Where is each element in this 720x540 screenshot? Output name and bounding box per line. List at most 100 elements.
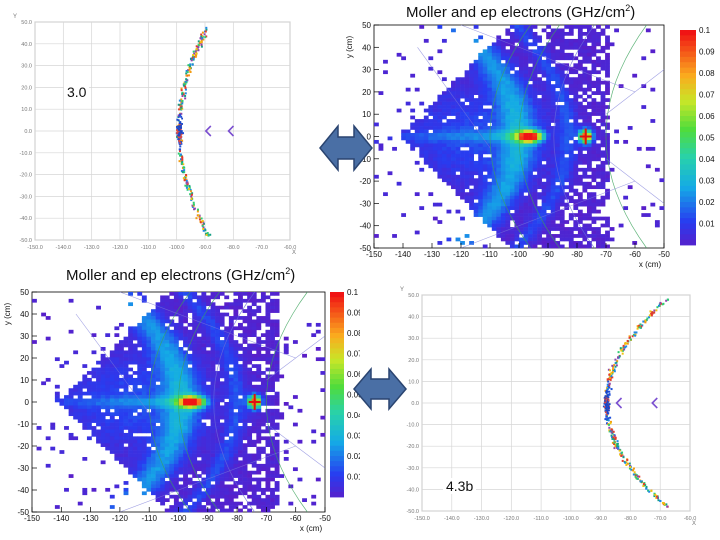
heatmap-cell <box>128 357 134 362</box>
heatmap-cell <box>496 213 502 217</box>
heatmap-cell <box>109 374 115 379</box>
heatmap-cell <box>118 426 124 430</box>
heatmap-cell <box>146 357 152 362</box>
heatmap-cell <box>128 446 134 451</box>
heatmap-cell <box>86 426 92 430</box>
y-tick-label: -50 <box>359 244 371 253</box>
heatmap-cell <box>100 388 106 392</box>
heatmap-cell <box>77 415 83 420</box>
scatter-point <box>653 309 656 312</box>
heatmap-cell <box>523 112 529 116</box>
heatmap-cell <box>242 487 248 492</box>
heatmap-cell <box>260 422 266 427</box>
heatmap-cell <box>201 402 207 406</box>
heatmap-cell <box>256 371 262 375</box>
heatmap-cell <box>260 340 266 344</box>
heatmap-cell <box>509 167 515 172</box>
heatmap-cell <box>205 474 211 478</box>
heatmap-cell <box>582 87 588 92</box>
heatmap-cell <box>478 202 484 207</box>
scatter-point <box>177 114 180 117</box>
heatmap-cell <box>242 326 248 331</box>
detector-spoke <box>75 313 150 414</box>
heatmap-cell <box>586 150 592 155</box>
heatmap-cell <box>155 491 161 496</box>
scatter-point <box>190 59 193 62</box>
heatmap-cell <box>605 220 610 224</box>
heatmap-cell <box>532 129 538 134</box>
heatmap-cell <box>532 164 538 169</box>
heatmap-cell <box>487 157 493 162</box>
x-tick-label: -70.0 <box>255 245 268 251</box>
scatter-point <box>180 127 183 129</box>
heatmap-cell <box>128 470 134 475</box>
heatmap-cell <box>251 326 257 331</box>
heatmap-cell <box>532 136 538 141</box>
heatmap-cell <box>564 56 570 61</box>
heatmap-cell <box>555 174 561 179</box>
heatmap-cell <box>432 153 438 158</box>
heatmap-cell <box>523 108 529 113</box>
scatter-point <box>181 155 184 158</box>
heatmap-cell <box>178 302 184 307</box>
heatmap-cell <box>469 153 474 158</box>
heatmap-cell <box>178 360 184 365</box>
heatmap-cell <box>423 157 429 162</box>
heatmap-cell <box>419 126 425 130</box>
heatmap-cell <box>645 164 651 169</box>
heatmap-cell <box>283 450 289 454</box>
heatmap-cell <box>224 457 230 461</box>
heatmap-cell <box>196 484 202 489</box>
heatmap-cell <box>478 63 484 68</box>
heatmap-cell <box>137 336 143 341</box>
heatmap-cell <box>460 167 465 172</box>
heatmap-cell <box>178 439 184 444</box>
heatmap-cell <box>491 153 497 158</box>
scatter-point <box>191 204 194 207</box>
heatmap-cell <box>242 353 248 358</box>
heatmap-cell <box>132 333 138 337</box>
color-scale-label: 0.08 <box>347 329 360 338</box>
heatmap-cell <box>487 98 493 102</box>
detector-spoke <box>119 291 296 359</box>
heatmap-cell <box>519 216 524 221</box>
heatmap-cell <box>196 384 202 389</box>
heatmap-cell <box>274 453 280 458</box>
heatmap-cell <box>419 167 425 172</box>
heatmap-cell <box>164 333 170 337</box>
heatmap-cell <box>201 391 207 396</box>
heatmap-cell <box>469 73 474 78</box>
heatmap-cell <box>659 178 665 183</box>
heatmap-cell <box>500 227 506 231</box>
heatmap-cell <box>183 302 188 307</box>
heatmap-cell <box>201 453 207 458</box>
heatmap-cell <box>423 119 429 123</box>
heatmap-cell <box>219 343 225 348</box>
heatmap-cell <box>228 305 234 310</box>
heatmap-cell <box>141 371 147 375</box>
heatmap-cell <box>500 220 506 224</box>
heatmap-cell <box>123 374 129 379</box>
heatmap-cell <box>155 467 161 472</box>
heatmap-cell <box>196 498 202 502</box>
heatmap-cell <box>215 312 221 317</box>
heatmap-cell <box>201 426 207 430</box>
heatmap-cell <box>487 133 493 137</box>
heatmap-cell <box>228 350 234 355</box>
color-scale-step <box>330 471 344 477</box>
heatmap-cell <box>128 408 134 413</box>
heatmap-cell <box>437 108 443 113</box>
heatmap-cell <box>164 340 170 344</box>
heatmap-cell <box>146 457 152 461</box>
heatmap-cell <box>201 450 207 454</box>
heatmap-cell <box>118 412 124 417</box>
heatmap-cell <box>173 446 179 451</box>
heatmap-cell <box>419 119 425 123</box>
heatmap-cell <box>210 319 216 324</box>
heatmap-cell <box>320 388 326 392</box>
heatmap-cell <box>86 402 92 406</box>
heatmap-cell <box>137 436 143 441</box>
scatter-point <box>201 220 204 223</box>
heatmap-cell <box>91 432 97 437</box>
heatmap-cell <box>532 122 538 127</box>
